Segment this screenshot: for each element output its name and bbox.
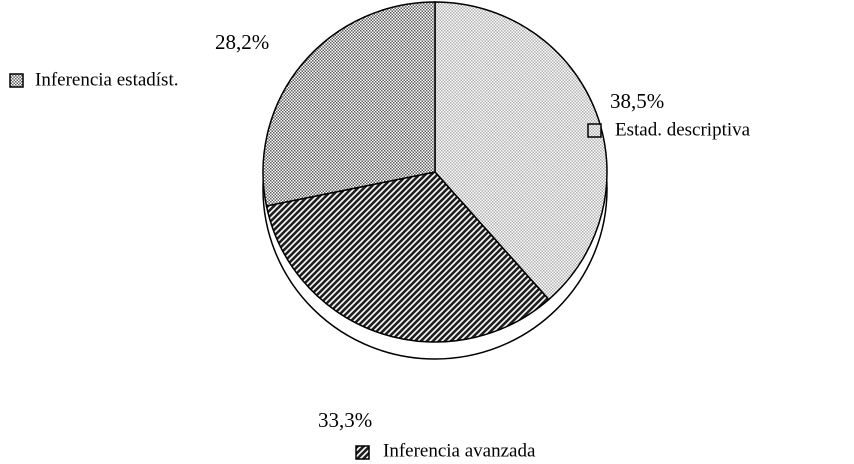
pie-slice (262, 1, 436, 207)
pie-slice (434, 1, 608, 301)
pie-slice (265, 171, 550, 343)
legend-label: Estad. descriptiva (615, 119, 751, 140)
legend-swatch (9, 73, 24, 88)
legend-label: Inferencia avanzada (383, 440, 536, 461)
data-label: 28,2% (215, 30, 269, 54)
legend-label: Inferencia estadíst. (35, 69, 178, 90)
legend-swatch (355, 445, 370, 460)
data-label: 38,5% (610, 89, 664, 113)
legend-swatch (587, 123, 602, 138)
data-label: 33,3% (318, 408, 372, 432)
